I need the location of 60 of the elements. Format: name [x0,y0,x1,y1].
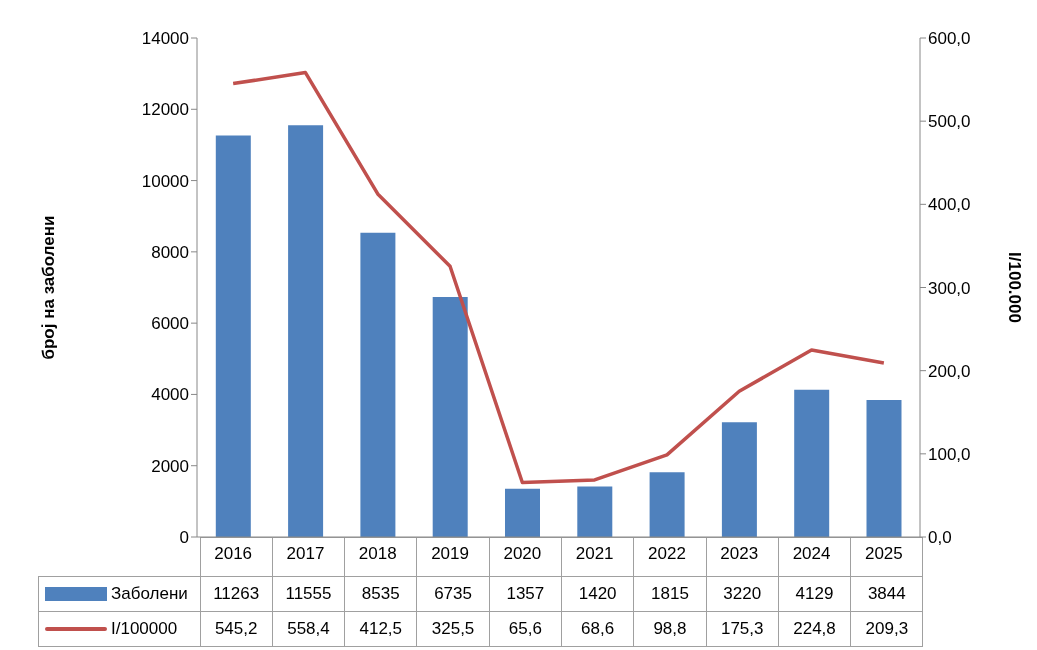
data-label: 98,8 [633,611,707,646]
x-tick-label: 2019 [431,544,469,564]
x-tick-label: 2022 [648,544,686,564]
data-label: 224,8 [778,611,851,646]
data-label: 6735 [416,576,490,611]
data-label: 1815 [633,576,707,611]
y-tick-label: 4000 [151,385,189,405]
legend-label: I/100000 [111,618,178,638]
y2-tick-label: 0,0 [928,528,952,548]
y-tick-label: 12000 [141,100,189,120]
data-label: 11555 [272,576,345,611]
x-tick-label: 2021 [575,544,614,564]
y-tick-label: 8000 [151,242,189,262]
y2-tick-label: 500,0 [928,112,971,132]
bar [360,232,396,537]
data-label: 4129 [778,576,851,611]
bar [866,399,902,537]
bar [215,135,251,537]
data-label: 412,5 [344,611,417,646]
bar [432,296,468,537]
x-tick-label: 2023 [720,544,759,564]
y-axis-title: број на заболени [39,215,59,360]
x-tick-label: 2024 [792,544,831,564]
data-label: 8535 [344,576,417,611]
legend-label: Заболени [111,583,188,603]
data-label: 545,2 [200,611,273,646]
bar [288,125,324,537]
x-tick-label: 2017 [286,544,325,564]
y-tick-label: 2000 [151,456,189,476]
y2-tick-label: 100,0 [928,444,971,464]
bar [505,488,540,537]
line-series [231,70,886,485]
bar [721,422,757,537]
y2-axis-title: I/100.000 [1004,252,1024,323]
data-label: 175,3 [706,611,779,646]
y2-tick-label: 300,0 [928,278,971,298]
data-label: 3220 [706,576,779,611]
x-tick-label: 2018 [358,544,397,564]
x-tick-label: 2025 [864,544,903,564]
data-label: 65,6 [489,611,562,646]
y2-tick-label: 600,0 [928,29,971,49]
data-label: 11263 [200,576,273,611]
y-tick-label: 6000 [151,314,189,334]
x-tick-label: 2020 [503,544,542,564]
data-label: 1357 [489,576,562,611]
data-label: 68,6 [561,611,634,646]
x-tick-label: 2016 [214,544,253,564]
data-label: 1420 [561,576,634,611]
data-label: 3844 [850,576,923,611]
y-tick-label: 10000 [141,171,189,191]
bar [794,389,830,537]
data-label: 209,3 [850,611,923,646]
y2-tick-label: 200,0 [928,361,971,381]
y-tick-label: 14000 [141,29,189,49]
data-label: 325,5 [416,611,490,646]
data-label: 558,4 [272,611,345,646]
y-tick-label: 0 [179,528,189,548]
y2-tick-label: 400,0 [928,195,971,215]
bar [577,486,613,537]
bar [649,472,685,537]
